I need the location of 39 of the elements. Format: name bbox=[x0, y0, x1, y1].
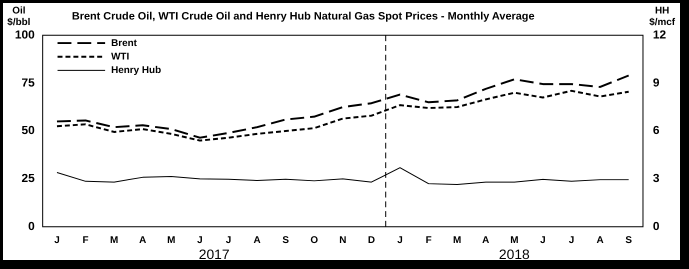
y2-tick-label: 12 bbox=[652, 28, 667, 42]
y2-tick-label: 9 bbox=[652, 75, 660, 90]
legend-label: Henry Hub bbox=[111, 65, 162, 76]
y-tick-label: 50 bbox=[22, 123, 36, 138]
legend-label: WTI bbox=[111, 51, 130, 62]
x-tick-label: D bbox=[368, 235, 375, 246]
x-tick-label: S bbox=[282, 235, 290, 246]
y2-tick-label: 0 bbox=[652, 219, 660, 233]
x-tick-label: O bbox=[310, 235, 318, 246]
x-tick-label: A bbox=[482, 235, 490, 246]
x-tick-label: M bbox=[110, 235, 118, 246]
y-tick-label: 75 bbox=[22, 75, 36, 90]
x-tick-label: J bbox=[226, 235, 232, 246]
x-tick-label: S bbox=[625, 235, 632, 246]
y-tick-label: 25 bbox=[22, 171, 36, 186]
x-tick-label: J bbox=[568, 235, 574, 246]
text: 2017 bbox=[198, 246, 230, 262]
x-tick-label: A bbox=[139, 235, 146, 246]
x-tick-label: J bbox=[540, 235, 546, 246]
y-axis-title: Oil $/bbl bbox=[7, 6, 31, 28]
y2-tick-label: 6 bbox=[652, 123, 660, 138]
x-tick-label: M bbox=[510, 235, 518, 246]
chart-title: Brent Crude Oil, WTI Crude Oil and Henry Hub Natural Gas Spot Prices - Monthly Average bbox=[72, 10, 535, 23]
y-tick-label: 100 bbox=[14, 28, 36, 42]
text: 2018 bbox=[498, 246, 530, 262]
x-tick-label: N bbox=[339, 235, 346, 246]
x-tick-label: J bbox=[397, 235, 403, 246]
y2-tick-label: 3 bbox=[652, 171, 660, 186]
x-tick-label: F bbox=[426, 235, 432, 246]
y2-axis-title: HH $/mcf bbox=[649, 6, 676, 28]
x-tick-label: F bbox=[82, 235, 89, 246]
x-tick-label: A bbox=[596, 235, 604, 246]
x-tick-label: M bbox=[167, 235, 176, 246]
x-tick-label: A bbox=[253, 235, 261, 246]
x-tick-label: J bbox=[197, 235, 203, 246]
x-tick-label: J bbox=[54, 235, 60, 246]
legend-label: Brent bbox=[111, 38, 138, 49]
y-tick-label: 0 bbox=[28, 219, 36, 233]
x-tick-label: M bbox=[453, 235, 462, 246]
